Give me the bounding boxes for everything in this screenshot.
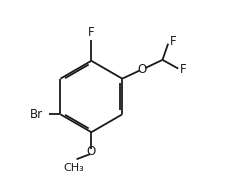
- Text: F: F: [88, 26, 95, 39]
- Text: F: F: [180, 63, 187, 76]
- Text: O: O: [87, 145, 96, 158]
- Text: CH₃: CH₃: [63, 163, 84, 173]
- Text: Br: Br: [30, 108, 43, 121]
- Text: O: O: [138, 63, 147, 76]
- Text: F: F: [170, 35, 177, 48]
